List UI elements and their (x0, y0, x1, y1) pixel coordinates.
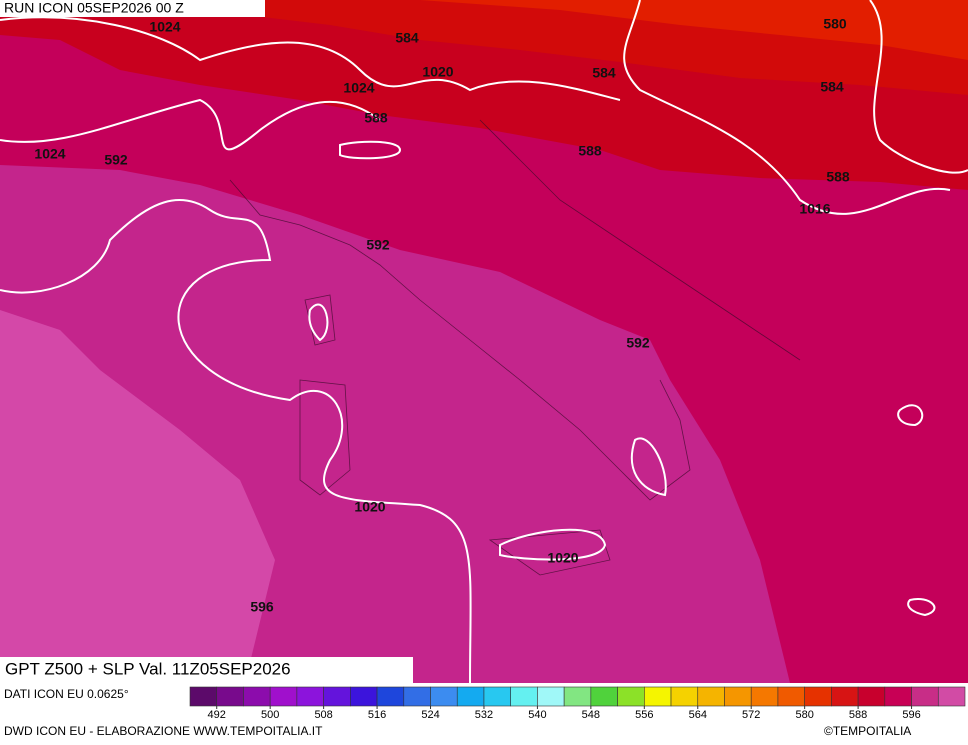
copyright: ©TEMPOITALIA (824, 724, 911, 738)
colorbar-box (617, 686, 645, 707)
data-source: DATI ICON EU 0.0625° (4, 687, 129, 701)
colorbar-box (376, 686, 405, 707)
colorbar-tick-label: 548 (582, 709, 600, 721)
colorbar-box (537, 686, 565, 707)
colorbar-tick-label: 572 (742, 709, 760, 721)
colorbar-box (216, 686, 244, 707)
colorbar-box (456, 686, 485, 707)
colorbar-box (884, 686, 912, 707)
isobar (623, 0, 968, 215)
map-label: 584 (820, 79, 844, 95)
map-label: 588 (578, 143, 602, 159)
isobar (0, 16, 621, 101)
map-label: 580 (823, 16, 847, 32)
colorbar-box (937, 686, 966, 707)
colorbar-box (857, 686, 886, 707)
colorbar-tick-label: 596 (902, 709, 920, 721)
map-label: 592 (104, 152, 128, 168)
colorbar-tick-label: 540 (528, 709, 546, 721)
colorbar-box (590, 686, 618, 707)
colorbar-box (831, 686, 859, 707)
colorbar-box (804, 686, 832, 707)
map-label: 1024 (34, 146, 65, 162)
field-600 (0, 310, 275, 683)
colorbar-tick-label: 532 (475, 709, 493, 721)
colorbar-box (563, 686, 592, 707)
map-label: 588 (364, 110, 388, 126)
colorbar-box (644, 686, 672, 707)
colorbar-box (777, 686, 805, 707)
colorbar-tick-label: 516 (368, 709, 386, 721)
colorbar: 492 500 508 516 524 532 540 548 556 564 572 580 588 5… (189, 686, 966, 721)
map-label: 588 (826, 169, 850, 185)
colorbar-box (243, 686, 271, 707)
colorbar-tick-label: 500 (261, 709, 279, 721)
colorbar-box (323, 686, 351, 707)
colorbar-box (189, 686, 218, 707)
map-label: 584 (395, 30, 419, 46)
map-label: 592 (626, 335, 650, 351)
map-label: 1016 (799, 201, 830, 217)
coastline (479, 119, 801, 361)
map-label: 584 (592, 65, 616, 81)
colorbar-box (430, 686, 458, 707)
credit: DWD ICON EU - ELABORAZIONE WWW.TEMPOITAL… (4, 724, 323, 738)
map-label: 1024 (343, 80, 374, 96)
map-label: 1020 (422, 64, 453, 80)
isobar (0, 199, 472, 684)
run-label: RUN ICON 05SEP2026 00 Z (4, 0, 184, 16)
colorbar-tick-label: 588 (849, 709, 867, 721)
map-label: 596 (250, 599, 274, 615)
colorbar-box (697, 686, 725, 707)
map: 1024 584 580 1020 584 1024 584 588 1024 … (0, 0, 968, 684)
isobar-closed (308, 140, 936, 617)
colorbar-box (510, 686, 538, 707)
colorbar-box (911, 686, 939, 707)
colorbar-box (724, 686, 752, 707)
coastline (229, 179, 691, 501)
map-label: 1024 (149, 19, 180, 35)
colorbar-box (269, 686, 298, 707)
colorbar-tick-label: 564 (689, 709, 707, 721)
map-label: 592 (366, 237, 390, 253)
field-580 (420, 0, 968, 60)
map-label: 1020 (547, 550, 578, 566)
colorbar-box (483, 686, 511, 707)
colorbar-box (350, 686, 378, 707)
run-box (0, 0, 265, 17)
colorbar-tick-label: 524 (421, 709, 439, 721)
colorbar-box (296, 686, 324, 707)
map-label: 1020 (354, 499, 385, 515)
colorbar-box (670, 686, 699, 707)
colorbar-tick-label: 492 (208, 709, 226, 721)
colorbar-tick-label: 580 (795, 709, 813, 721)
map-title: GPT Z500 + SLP Val. 11Z05SEP2026 (5, 659, 291, 678)
colorbar-tick-label: 508 (314, 709, 332, 721)
colorbar-tick-label: 556 (635, 709, 653, 721)
title-box (0, 657, 413, 683)
isobar (0, 98, 381, 151)
colorbar-box (403, 686, 431, 707)
colorbar-box (750, 686, 779, 707)
